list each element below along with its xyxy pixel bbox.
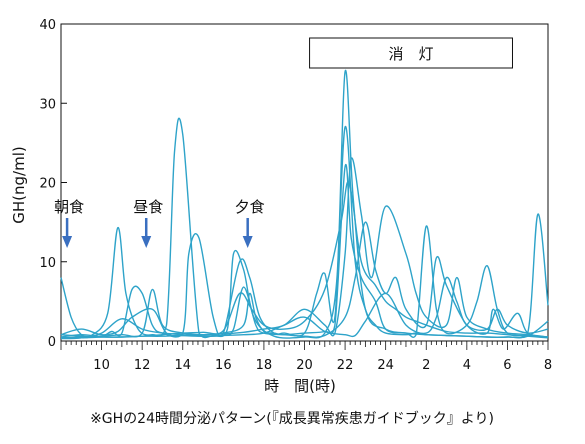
meal-arrow-head [141,236,152,248]
series-line-6 [60,221,549,338]
lights-out-label: 消 灯 [389,45,434,63]
meal-annotations: 朝食 昼食 夕食 [54,198,265,248]
y-tick-label: 0 [48,335,56,350]
x-tick-label: 16 [215,358,232,373]
x-tick-label: 22 [337,358,354,373]
series-layer [60,69,549,340]
meal-label: 朝食 [54,198,84,216]
x-tick-label: 10 [93,358,110,373]
x-tick-label: 14 [174,358,191,373]
x-tick-label: 20 [296,358,313,373]
x-tick-label: 12 [134,358,151,373]
figure-caption: ※GHの24時間分泌パターン(『成長異常疾患ガイドブック』より) [90,410,494,427]
series-line-4 [60,180,549,339]
y-tick-label: 40 [39,18,56,33]
meal-arrow-head [62,236,73,248]
meal-arrow-head [242,236,253,248]
x-tick-label: 18 [256,358,273,373]
series-line-5 [60,157,549,339]
series-line-3 [60,163,549,339]
x-tick-label: 2 [422,358,430,373]
lights-out-annotation: 消 灯 [309,37,513,69]
x-axis-title: 時 間(時) [264,377,336,395]
x-tick-label: 8 [544,358,552,373]
meal-label: 昼食 [133,198,163,216]
y-tick-label: 30 [39,97,56,112]
series-line-7 [60,276,549,340]
y-tick-label: 10 [39,256,56,271]
meal-label: 夕食 [235,198,265,216]
plot-frame [60,23,549,342]
x-tick-label: 24 [377,358,394,373]
x-tick-label: 4 [463,358,471,373]
y-tick-label: 20 [39,177,56,192]
lights-out-box [309,37,513,69]
y-axis-title: GH(ng/ml) [10,146,28,223]
x-tick-label: 6 [503,358,511,373]
